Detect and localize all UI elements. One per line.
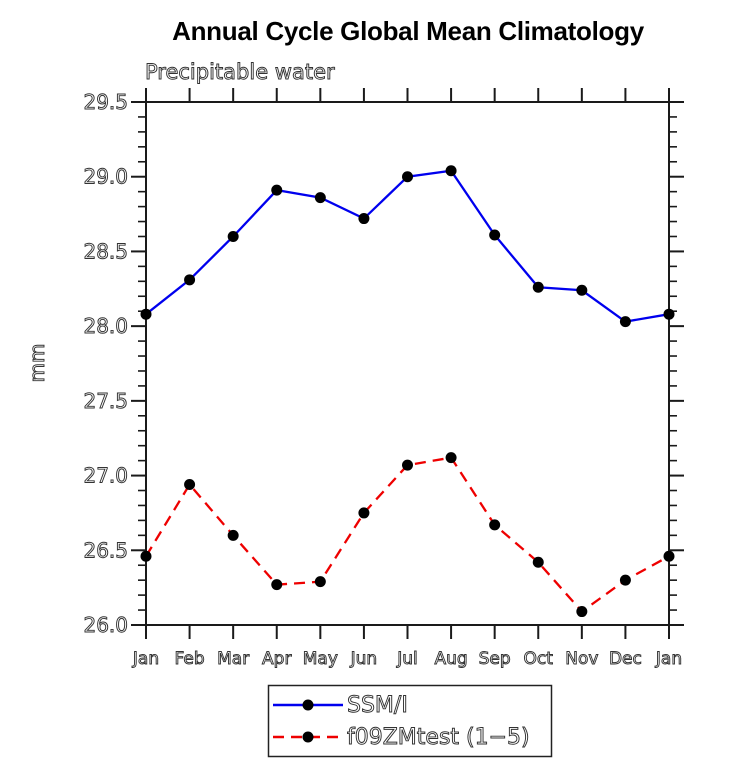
data-point-marker [489, 229, 501, 241]
x-tick-label: Aug [434, 649, 467, 669]
chart-title: Annual Cycle Global Mean Climatology [172, 16, 645, 46]
x-tick-label: Jul [396, 649, 418, 669]
x-tick-label: Jan [655, 649, 682, 669]
data-point-marker [271, 184, 283, 196]
y-axis-title: mm [25, 344, 49, 383]
y-tick-label: 27.0 [83, 464, 128, 488]
x-tick-label: Jun [350, 649, 378, 669]
y-tick-label: 29.0 [83, 165, 128, 189]
data-point-marker [140, 308, 152, 320]
data-point-marker [402, 171, 413, 183]
data-point-marker [489, 519, 501, 531]
data-point-marker [532, 556, 544, 568]
y-tick-label: 27.5 [83, 389, 128, 413]
data-point-marker [271, 579, 283, 591]
x-tick-label: Mar [217, 649, 249, 669]
y-tick-label: 29.5 [83, 90, 128, 114]
plot-area: Jan Feb Mar Apr May Jun Jul Aug Sep Oct Nov Dec Jan2… [83, 88, 684, 669]
data-point-marker [663, 308, 675, 320]
chart-subtitle: Precipitable water [145, 60, 335, 84]
series-line-f09zmtest [145, 456, 670, 614]
data-point-marker [402, 459, 413, 471]
data-point-marker [140, 550, 152, 562]
x-tick-label: Oct [524, 649, 554, 669]
data-point-marker [619, 574, 631, 586]
data-point-marker [445, 165, 457, 177]
legend-box [267, 684, 553, 758]
data-point-marker [227, 529, 239, 541]
x-tick-label: Nov [565, 649, 598, 669]
y-tick-label: 26.5 [83, 538, 128, 562]
data-point-marker [619, 316, 631, 328]
data-point-marker [184, 274, 196, 286]
series-line-ssmi [145, 169, 670, 323]
x-tick-label: Feb [175, 649, 205, 669]
x-tick-label: Dec [609, 649, 642, 669]
y-tick-label: 28.0 [83, 314, 128, 338]
data-point-marker [663, 550, 675, 562]
data-point-marker [576, 284, 588, 296]
legend-ssmi-marker-icon [302, 699, 314, 711]
data-point-marker [576, 606, 588, 618]
x-tick-label: Jan [132, 649, 159, 669]
x-tick-label: May [303, 649, 338, 669]
y-tick-label: 28.5 [83, 239, 128, 263]
legend-label-ssmi: SSM/I [347, 693, 408, 718]
legend-f09zmtest-marker-icon [302, 731, 314, 743]
data-point-marker [532, 281, 544, 293]
data-point-marker [184, 479, 196, 491]
x-tick-label: Sep [479, 649, 511, 669]
x-tick-label: Apr [262, 649, 291, 669]
data-point-marker [445, 452, 457, 464]
data-point-marker [314, 576, 326, 588]
data-point-marker [358, 213, 370, 225]
data-point-marker [314, 192, 326, 204]
data-point-marker [358, 507, 370, 519]
legend: SSM/I f09ZMtest (1−5) [267, 684, 553, 758]
data-point-marker [227, 230, 239, 242]
legend-label-f09zmtest: f09ZMtest (1−5) [347, 725, 530, 750]
y-tick-label: 26.0 [83, 613, 128, 637]
